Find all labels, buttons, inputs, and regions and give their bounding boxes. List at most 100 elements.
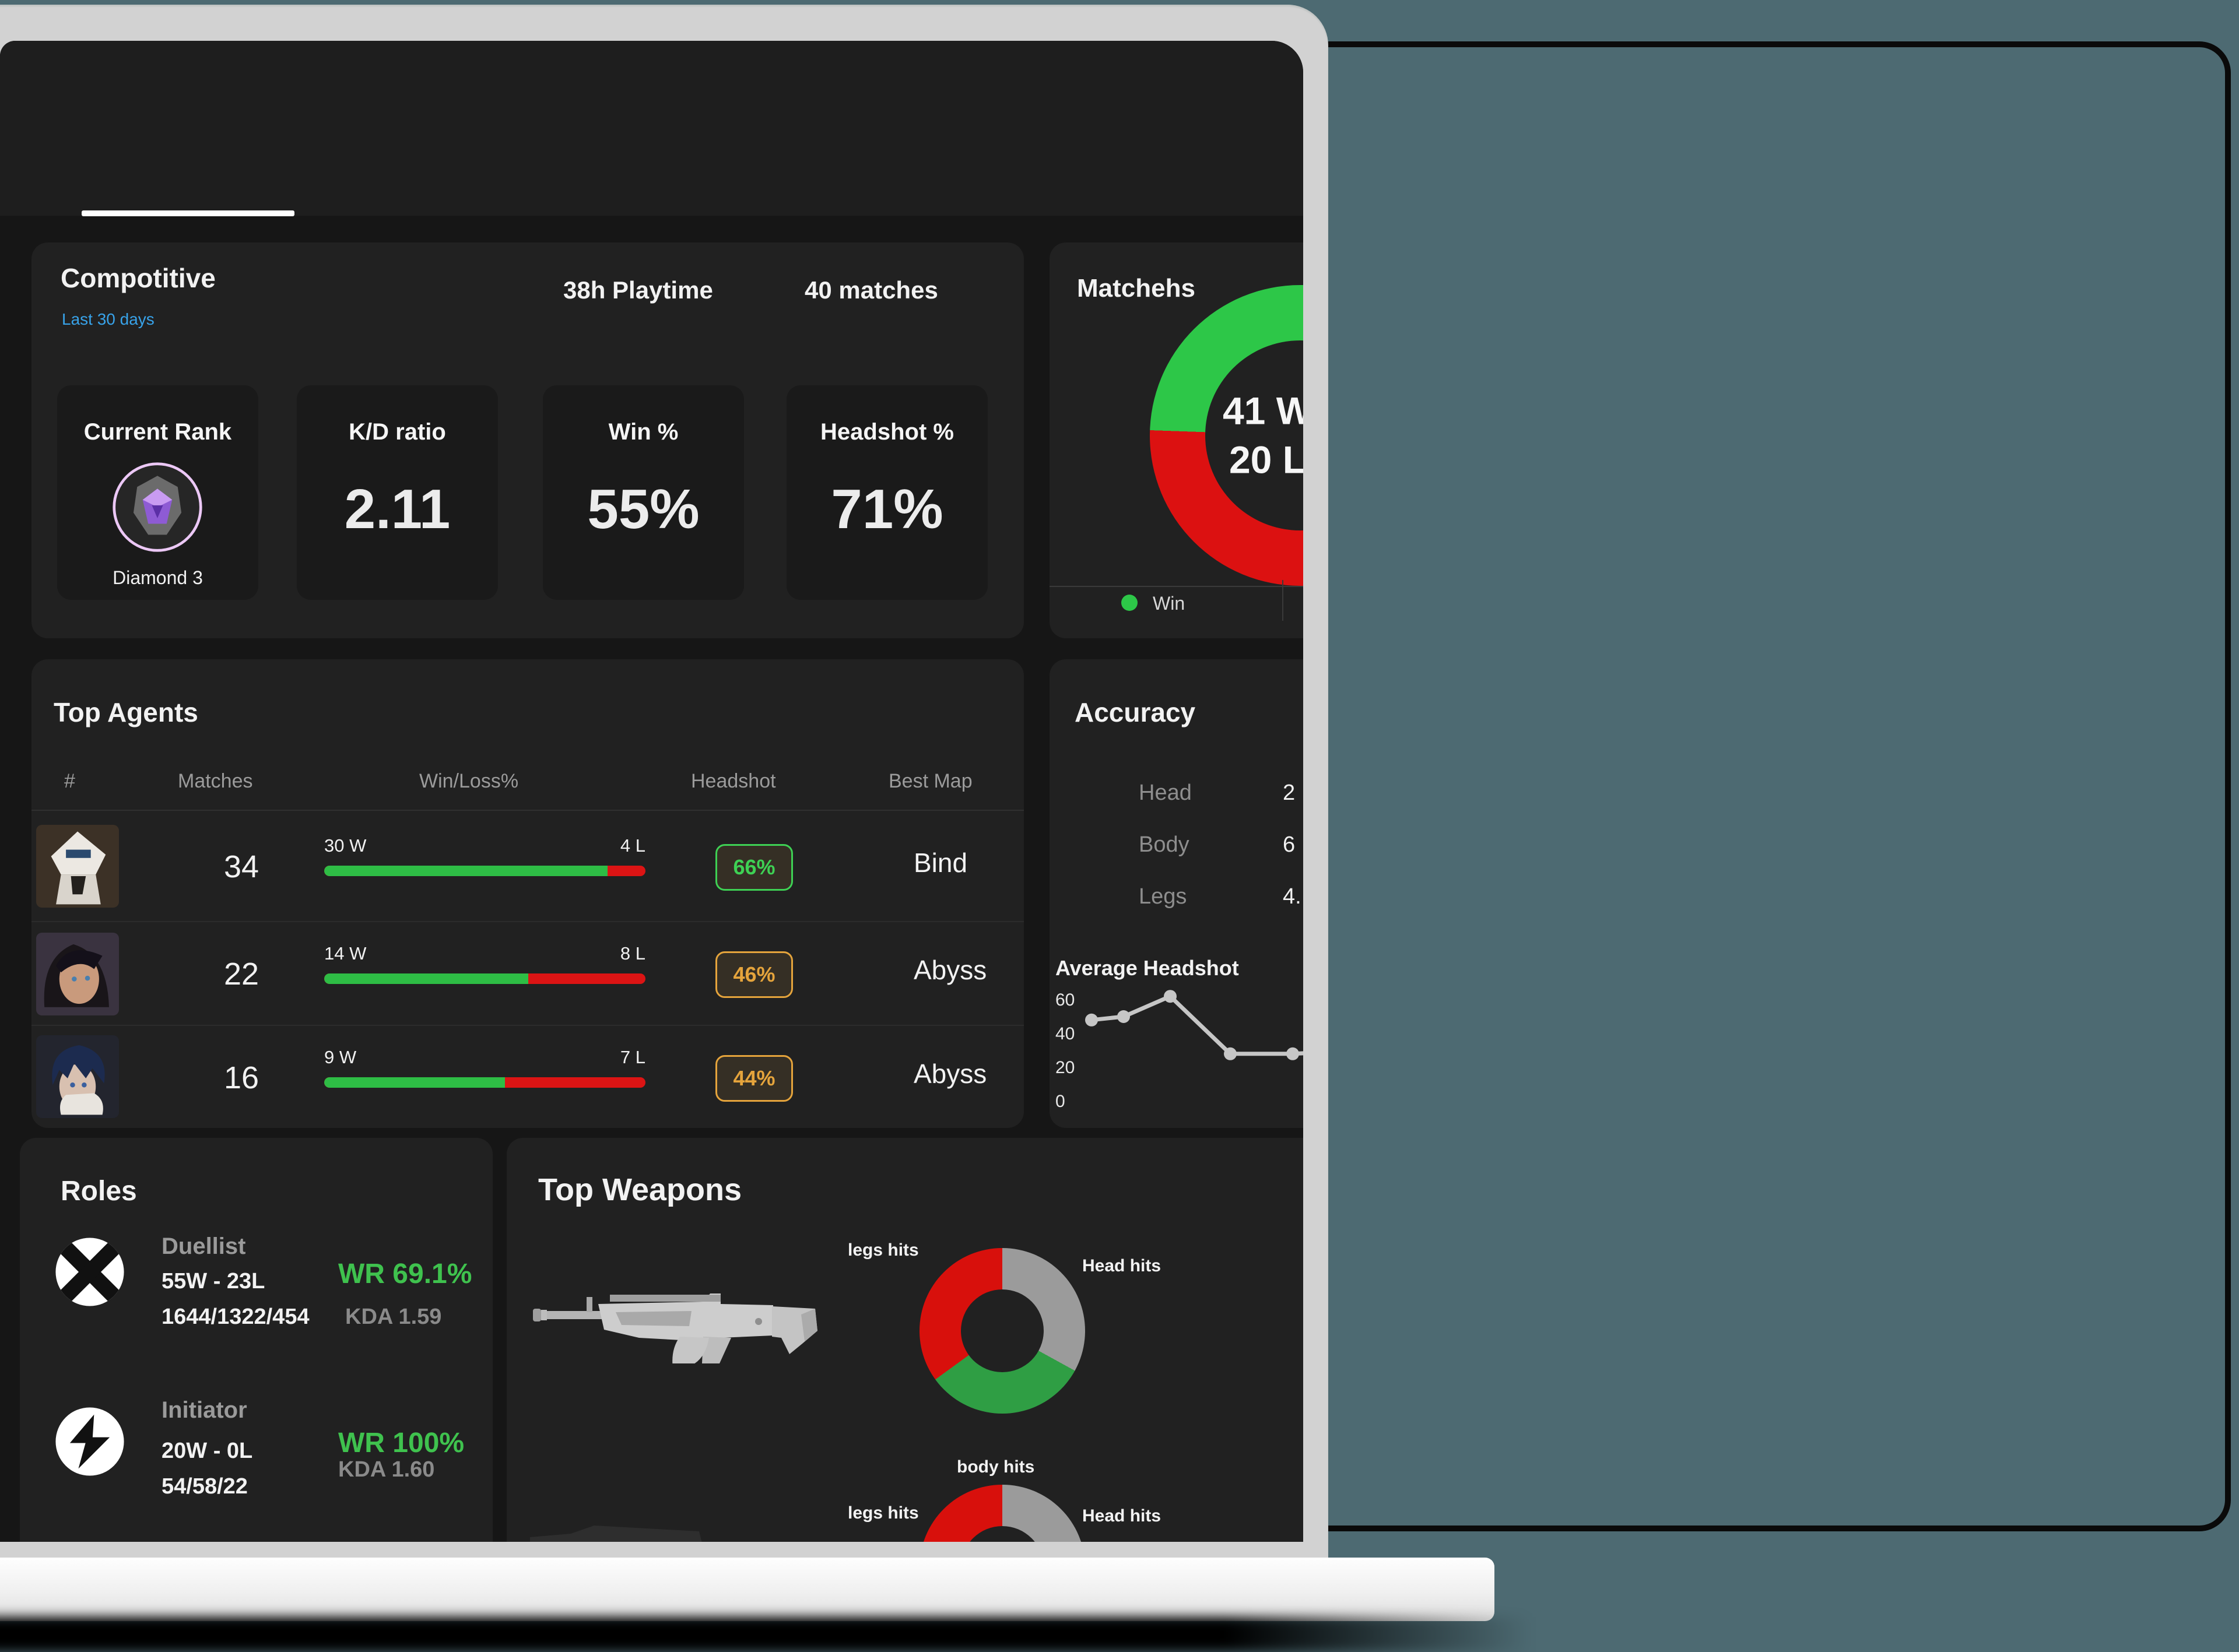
table-row: 22 14 W 8 L 46% Abyss [31,921,1024,1026]
accuracy-row-label: Body [1139,832,1189,857]
role-winrate: WR 100% [338,1428,465,1458]
roles-card: Roles Duellist 55W - 23L 1644/1322/454 W… [20,1138,493,1542]
average-headshot-chart [1085,990,1303,1060]
legend-divider [1050,586,1303,587]
col-winloss: Win/Loss% [419,770,519,792]
agent-avatar [36,1035,119,1118]
weapon-silhouette [530,1526,702,1542]
matches-count-stat: 40 matches [805,276,938,304]
losses-count: 8 L [620,943,645,964]
headshot-badge: 66% [715,844,793,891]
summary-card: Compotitive Last 30 days 38h Playtime 40… [31,242,1024,638]
role-kda-detail: 1644/1322/454 [162,1305,310,1329]
accuracy-row-value: 4. [1283,884,1301,909]
agent-matches: 34 [223,849,259,884]
winloss-bar [324,973,645,984]
wins-count: 9 W [324,1047,357,1067]
headshot-badge: 46% [715,951,793,998]
role-record: 55W - 23L [162,1269,265,1294]
stat-tile-rank: Current Rank Diamond 3 [57,385,258,600]
stat-label: Win % [608,419,679,445]
accuracy-card: Accuracy Head 2 Body 6 Legs 4. Average H… [1050,659,1303,1128]
losses-count: 7 L [620,1047,645,1067]
legs-hits-label: legs hits [848,1240,919,1260]
table-row: 34 30 W 4 L 66% Bind [31,811,1024,921]
accuracy-row-label: Head [1139,781,1192,805]
col-rank: # [64,770,75,792]
table-header-divider [31,810,1024,811]
accuracy-row-label: Legs [1139,884,1187,909]
stat-tile-kd: K/D ratio 2.11 [297,385,498,600]
col-headshot: Headshot [691,770,776,792]
col-bestmap: Best Map [889,770,973,792]
active-tab-indicator[interactable] [82,210,294,216]
stat-value: 55% [587,478,700,540]
top-weapons-title: Top Weapons [538,1172,742,1207]
avg-headshot-title: Average Headshot [1055,956,1239,980]
stat-tile-win: Win % 55% [543,385,744,600]
top-weapons-card: Top Weapons legs hits Head hits body hit… [507,1138,1303,1542]
summary-title: Compotitive [61,263,216,293]
role-name: Initiator [162,1397,247,1423]
y-tick: 60 [1055,990,1075,1010]
winloss-bar [324,866,645,876]
head-hits-label: Head hits [1082,1256,1161,1275]
rank-name: Diamond 3 [113,567,203,588]
role-record: 20W - 0L [162,1439,253,1463]
weapon-hits-donut [920,1248,1085,1414]
wins-count: 30 W [324,835,367,856]
top-agents-card: Top Agents # Matches Win/Loss% Headshot … [31,659,1024,1128]
playtime-stat: 38h Playtime [563,276,713,304]
accuracy-row-value: 6 [1283,832,1296,857]
role-kda: KDA 1.60 [338,1457,435,1482]
weapon-hits-donut [920,1485,1085,1542]
matches-card: Matchehs 41 W 20 L Win [1050,242,1303,638]
stat-tile-headshot: Headshot % 71% [787,385,988,600]
top-agents-title: Top Agents [54,697,198,727]
role-winrate: WR 69.1% [338,1259,472,1289]
headshot-badge: 44% [715,1055,793,1102]
stat-label: K/D ratio [349,419,446,445]
losses-label: 20 L [1229,438,1303,481]
stat-value: 71% [831,478,943,540]
legs-hits-label: legs hits [848,1503,919,1523]
best-map: Abyss [914,955,987,985]
accuracy-title: Accuracy [1075,697,1196,727]
col-matches: Matches [178,770,253,792]
body-hits-label: body hits [957,1457,1035,1477]
agent-avatar [36,825,119,908]
role-kda-detail: 54/58/22 [162,1474,248,1499]
rifle-image [533,1294,817,1363]
initiator-icon [55,1407,124,1476]
head-hits-label: Head hits [1082,1506,1161,1526]
role-name: Duellist [162,1233,246,1259]
wins-count: 14 W [324,943,367,964]
y-tick: 0 [1055,1092,1065,1111]
best-map: Bind [914,848,968,878]
win-legend-dot [1121,595,1138,611]
legend-separator [1282,580,1283,621]
agent-avatar [36,933,119,1015]
laptop-base [0,1558,1494,1621]
y-tick: 40 [1055,1024,1075,1043]
y-tick: 20 [1055,1058,1075,1077]
stat-label: Current Rank [83,419,232,445]
stat-value: 2.11 [344,478,451,540]
matches-donut-center: 41 W 20 L [1223,386,1303,485]
date-filter[interactable]: Last 30 days [62,310,155,328]
table-row: 16 9 W 7 L 44% Abyss [31,1025,1024,1129]
accuracy-row-value: 2 [1283,781,1296,805]
laptop-shadow [0,1617,1580,1652]
laptop-screen: Compotitive Last 30 days 38h Playtime 40… [0,41,1303,1542]
agent-matches: 22 [223,957,259,992]
app-header [0,41,1303,216]
agent-matches: 16 [223,1060,259,1095]
best-map: Abyss [914,1059,987,1089]
winloss-bar [324,1077,645,1088]
matches-title: Matchehs [1077,274,1195,303]
stat-label: Headshot % [820,419,954,445]
role-kda: KDA 1.59 [345,1305,442,1329]
losses-count: 4 L [620,835,645,856]
wins-label: 41 W [1222,389,1303,433]
duellist-icon [55,1238,124,1306]
